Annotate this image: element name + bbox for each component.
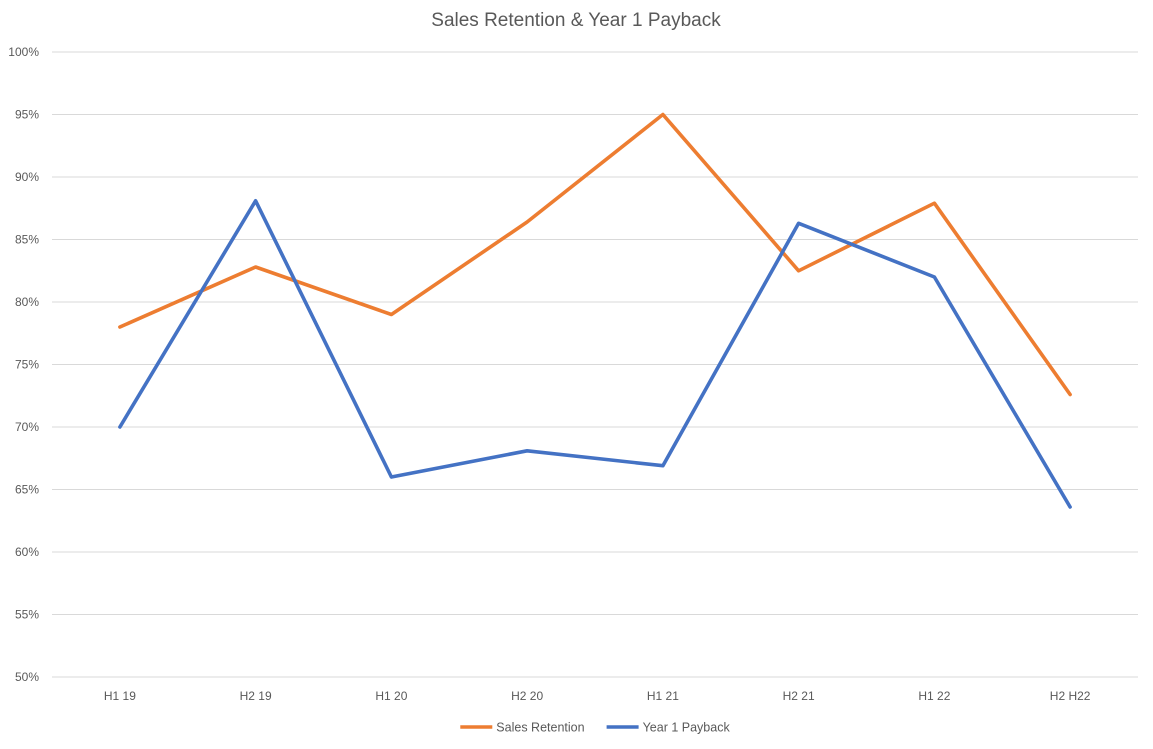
y-tick-label: 80% — [15, 295, 39, 309]
y-tick-label: 90% — [15, 170, 39, 184]
x-tick-label: H1 22 — [918, 689, 950, 703]
y-tick-label: 65% — [15, 483, 39, 497]
x-tick-label: H2 21 — [783, 689, 815, 703]
y-tick-label: 95% — [15, 108, 39, 122]
y-axis-tick-labels: 50% 55% 60% 65% 70% 75% 80% 85% 90% 95% 100% — [8, 45, 39, 684]
legend-item: Sales Retention — [460, 721, 585, 735]
y-tick-label: 75% — [15, 358, 39, 372]
legend: Sales Retention Year 1 Payback — [460, 721, 730, 735]
gridlines — [52, 51, 1138, 678]
x-tick-label: H2 20 — [511, 689, 543, 703]
y-tick-label: 100% — [8, 45, 39, 59]
x-tick-label: H1 21 — [647, 689, 679, 703]
x-tick-label: H1 20 — [375, 689, 407, 703]
y-tick-label: 70% — [15, 420, 39, 434]
legend-item: Year 1 Payback — [606, 721, 731, 735]
x-tick-label: H2 H22 — [1050, 689, 1091, 703]
series-line-year-1-payback — [118, 199, 1072, 509]
legend-label: Year 1 Payback — [643, 721, 731, 735]
series-line-sales-retention — [118, 112, 1072, 397]
x-axis-tick-labels: H1 19 H2 19 H1 20 H2 20 H1 21 H2 21 H1 22 H2 H2… — [104, 689, 1091, 703]
chart-title: Sales Retention & Year 1 Payback — [431, 10, 721, 31]
y-tick-label: 55% — [15, 608, 39, 622]
y-tick-label: 85% — [15, 233, 39, 247]
legend-label: Sales Retention — [496, 721, 584, 735]
y-tick-label: 50% — [15, 670, 39, 684]
y-tick-label: 60% — [15, 545, 39, 559]
x-tick-label: H2 19 — [240, 689, 272, 703]
x-tick-label: H1 19 — [104, 689, 136, 703]
series-lines — [118, 112, 1072, 509]
